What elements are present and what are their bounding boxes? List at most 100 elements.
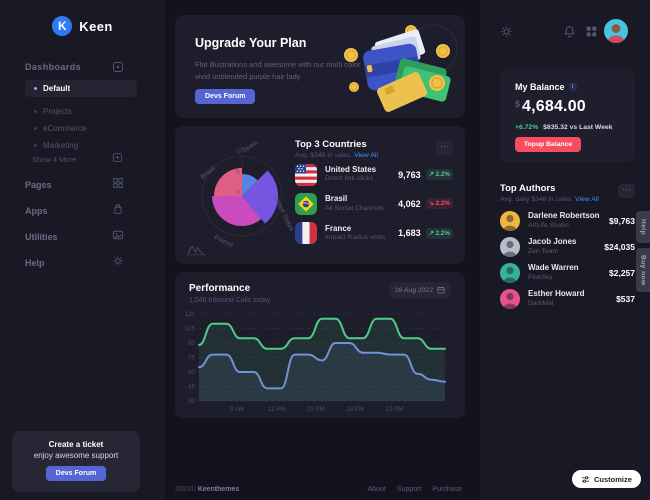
devs-forum-button[interactable]: Devs Forum [45,466,107,481]
settings-gear-icon[interactable] [500,25,513,38]
support-ticket-card: Create a ticket enjoy awesome support De… [12,431,140,492]
country-value: 4,062 [398,198,421,209]
performance-title: Performance [189,283,251,294]
authors-subtitle-text: Avg. daily $346 in sales. [500,196,574,203]
country-description: All Social Channels [325,204,384,212]
date-picker[interactable]: 26 Aug 2022 [388,282,451,298]
authors-menu-button[interactable]: ··· [618,184,635,198]
currency-symbol: $ [515,99,521,109]
sidebar-item-apps[interactable]: Apps [25,204,137,218]
avatar-silhouette-icon [503,214,517,231]
sidebar-show-more[interactable]: Show 4 More [32,155,77,164]
sidebar-item-utilities[interactable]: Utilities [25,230,137,244]
svg-text:Spain: Spain [241,139,259,154]
author-row[interactable]: Jacob Jones Zen Team $24,035 [500,234,635,260]
author-company: DarkMat [528,299,554,307]
sidebar-item-label: Help [25,258,45,268]
svg-text:45: 45 [188,384,195,391]
performance-card: Performance 1,046 Inbound Calls today 26… [175,272,465,418]
sidebar-item-help[interactable]: Help [25,256,137,270]
country-delta-badge: ↗ 2.2% [425,169,453,181]
bullet-icon [34,127,37,130]
apps-grid-icon[interactable] [585,25,598,38]
author-row[interactable]: Wade Warren PinkSky $2,257 [500,260,635,286]
author-row[interactable]: Esther Howard DarkMat $537 [500,286,635,312]
amcharts-logo-icon[interactable] [187,244,207,256]
bullet-icon [34,87,37,90]
authors-view-all-link[interactable]: View All [575,196,599,203]
user-avatar[interactable] [604,19,628,43]
sidebar-section-dashboards[interactable]: Dashboards [25,62,82,72]
countries-subtitle-text: Avg. $345 in sales. [295,152,353,159]
footer-link-about[interactable]: About [367,486,386,493]
country-delta: 2.2% [435,229,450,237]
country-row-united-states[interactable]: United States Direct link clicks 9,763 ↗… [295,160,453,189]
svg-text:19 PM: 19 PM [386,406,404,413]
countries-menu-button[interactable]: ··· [436,141,453,155]
author-amount: $2,257 [609,268,635,278]
trend-arrow-icon: ↗ [428,171,436,179]
svg-text:France: France [213,234,235,249]
footer-brand-link[interactable]: Keenthemes [197,486,240,493]
author-name: Darlene Robertson [528,211,600,221]
svg-text:75: 75 [188,355,195,362]
plus-square-icon[interactable] [112,152,123,163]
customize-button[interactable]: Customize [572,470,641,488]
image-icon [112,229,124,241]
avatar-silhouette-icon [503,266,517,283]
countries-list: United States Direct link clicks 9,763 ↗… [295,160,453,248]
topup-balance-button[interactable]: Topup Balance [515,137,582,152]
calendar-icon [437,286,445,294]
author-row[interactable]: Darlene Robertson ArtLife Studio $9,763 [500,208,635,234]
coin-icon [436,44,450,58]
sidebar-item-marketing[interactable]: Marketing [25,137,137,154]
author-avatar [500,263,520,283]
svg-text:15 PM: 15 PM [307,406,325,413]
avatar-image [604,19,628,43]
footer-link-purchase[interactable]: Purchase [432,486,462,493]
countries-title: Top 3 Countries [295,139,367,150]
author-company: Zen Team [528,247,559,255]
country-description: Impact Radius visits [325,234,386,242]
svg-text:18 PM: 18 PM [346,406,364,413]
footer-links: About Support Purchase [368,486,462,493]
france-flag-icon [295,222,317,245]
edge-tab-buy-now[interactable]: Buy now [636,248,650,292]
sidebar-item-projects[interactable]: Projects [25,103,137,120]
copyright-year: 2022© [175,486,196,493]
notifications-bell-icon[interactable] [563,25,576,38]
performance-subtitle: 1,046 Inbound Calls today [189,297,271,304]
author-amount: $9,763 [609,216,635,226]
balance-amount: $4,684.00 [515,98,586,116]
sidebar-item-label: eCommerce [43,124,87,133]
upgrade-devs-forum-button[interactable]: Devs Forum [195,89,256,104]
footer-link-support[interactable]: Support [396,486,422,493]
element-icon[interactable] [112,61,124,73]
sidebar-item-pages[interactable]: Pages [25,178,137,192]
sidebar-item-label: Apps [25,206,48,216]
balance-value: 4,684.00 [522,98,586,115]
wallet-illustration [344,24,458,112]
sidebar-item-ecommerce[interactable]: eCommerce [25,120,137,137]
svg-text:5: 5 [236,169,242,176]
countries-view-all-link[interactable]: View All [354,152,378,159]
performance-line-chart: 30 45 60 75 90 105 120 9 AM 12 PM 15 PM 18 PM 19 PM [185,311,446,413]
customize-label: Customize [594,474,632,484]
app-logo[interactable]: K Keen [0,16,165,36]
ticket-title: Create a ticket [48,440,104,449]
sidebar-item-default[interactable]: Default [25,80,137,97]
edge-tab-help[interactable]: Help [636,211,650,243]
app-brand: Keen [79,18,113,34]
gear-icon [112,255,124,267]
country-row-france[interactable]: France Impact Radius visits 1,683 ↗ 2.2% [295,219,453,248]
brazil-flag-icon [295,192,317,215]
country-row-brasil[interactable]: Brasil All Social Channels 4,062 ↘ 2.2% [295,189,453,218]
info-icon[interactable]: i [568,83,577,91]
country-name: Brasil [325,194,348,204]
ticket-subtitle: enjoy awesome support [33,451,119,460]
balance-title-text: My Balance [515,82,565,92]
authors-list: Darlene Robertson ArtLife Studio $9,763 … [500,208,635,312]
sidebar-item-label: Projects [43,107,72,116]
